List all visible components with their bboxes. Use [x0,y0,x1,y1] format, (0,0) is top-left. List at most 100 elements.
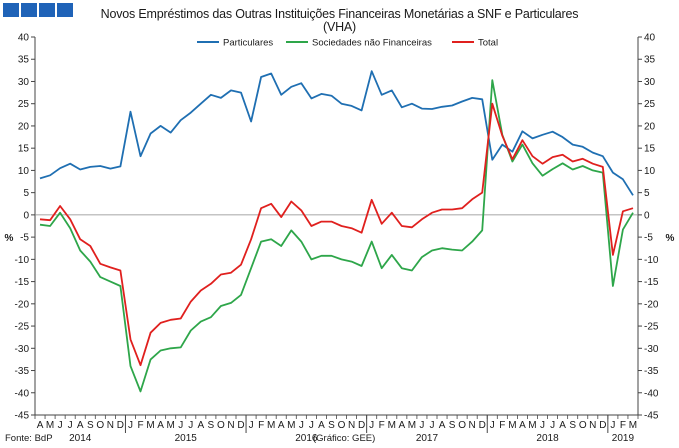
month-tick-label: S [328,420,335,431]
month-tick-label: A [559,420,566,431]
month-tick-label: O [579,420,587,431]
month-tick-label: N [227,420,234,431]
year-label: 2015 [175,433,198,444]
month-tick-label: M [167,420,175,431]
month-tick-label: J [178,420,183,431]
month-tick-label: J [128,420,133,431]
legend-label: Total [478,38,498,49]
month-tick-label: N [589,420,596,431]
month-tick-label: S [569,420,576,431]
y-tick-label-right: -15 [644,277,659,288]
logo-block [3,3,19,17]
y-tick-label-right: -45 [644,411,659,422]
month-tick-label: S [87,420,94,431]
month-tick-label: A [157,420,164,431]
month-tick-label: F [137,420,143,431]
year-label: 2019 [612,433,635,444]
month-tick-label: S [208,420,215,431]
month-tick-label: F [379,420,385,431]
y-tick-label-right: 0 [644,210,650,221]
month-tick-label: M [408,420,416,431]
month-tick-label: A [37,420,44,431]
year-label: 2016 [295,433,318,444]
y-tick-label-right: 40 [644,33,656,44]
y-tick-label-right: 10 [644,166,656,177]
month-tick-label: M [508,420,516,431]
y-tick-label-right: 20 [644,121,656,132]
y-tick-label-right: -10 [644,255,659,266]
y-axis-label-left: % [5,233,14,244]
month-tick-label: A [197,420,204,431]
month-tick-label: J [68,420,73,431]
month-tick-label: N [469,420,476,431]
month-tick-label: J [309,420,314,431]
y-tick-label-left: 10 [18,166,30,177]
y-axis-label-right: % [666,233,675,244]
y-tick-label-right: -5 [644,233,653,244]
month-tick-label: J [369,420,374,431]
y-tick-label-left: -45 [15,411,30,422]
logo-block [21,3,37,17]
y-tick-label-left: 0 [23,210,29,221]
month-tick-label: M [388,420,396,431]
y-tick-label-left: -15 [15,277,30,288]
source-text: Fonte: BdP [5,433,53,444]
y-tick-label-left: -20 [15,299,30,310]
y-tick-label-left: -25 [15,322,30,333]
bdp-logo-icon [3,3,73,17]
source-credit: (Gráfico: GEE) [313,433,375,444]
y-tick-label-right: -25 [644,322,659,333]
month-tick-label: J [550,420,555,431]
month-tick-label: D [599,420,606,431]
month-tick-label: A [278,420,285,431]
y-tick-label-left: 30 [18,77,30,88]
month-tick-label: M [287,420,295,431]
year-label: 2018 [536,433,559,444]
y-tick-label-right: -40 [644,388,659,399]
month-tick-label: F [258,420,264,431]
y-tick-label-right: 25 [644,99,656,110]
y-tick-label-right: 35 [644,55,656,66]
y-tick-label-left: 35 [18,55,30,66]
month-tick-label: F [620,420,626,431]
month-tick-label: O [338,420,346,431]
y-tick-label-left: -35 [15,366,30,377]
month-tick-label: M [146,420,154,431]
month-tick-label: D [237,420,244,431]
y-tick-label-right: -35 [644,366,659,377]
chart-subtitle: (VHA) [322,20,357,34]
month-tick-label: N [348,420,355,431]
y-tick-label-left: 15 [18,144,30,155]
month-tick-label: S [449,420,456,431]
month-tick-label: J [429,420,434,431]
y-tick-label-right: 5 [644,188,650,199]
month-tick-label: J [188,420,193,431]
y-tick-label-left: -5 [20,233,29,244]
logo-block [39,3,55,17]
y-tick-label-left: 40 [18,33,30,44]
month-tick-label: J [540,420,545,431]
month-tick-label: J [299,420,304,431]
month-tick-label: D [358,420,365,431]
y-tick-label-left: 5 [23,188,29,199]
y-tick-label-right: -30 [644,344,659,355]
y-tick-label-left: 20 [18,121,30,132]
y-tick-label-left: -10 [15,255,30,266]
month-tick-label: M [528,420,536,431]
month-tick-label: A [318,420,325,431]
month-tick-label: M [267,420,275,431]
month-tick-label: O [96,420,104,431]
month-tick-label: F [499,420,505,431]
y-tick-label-right: 15 [644,144,656,155]
year-label: 2017 [416,433,439,444]
month-tick-label: O [217,420,225,431]
month-tick-label: O [458,420,466,431]
month-tick-label: M [629,420,637,431]
y-tick-label-left: -30 [15,344,30,355]
month-tick-label: J [610,420,615,431]
month-tick-label: A [519,420,526,431]
series-line-total [39,102,634,367]
month-tick-label: N [107,420,114,431]
series-line-particulares [39,70,634,196]
